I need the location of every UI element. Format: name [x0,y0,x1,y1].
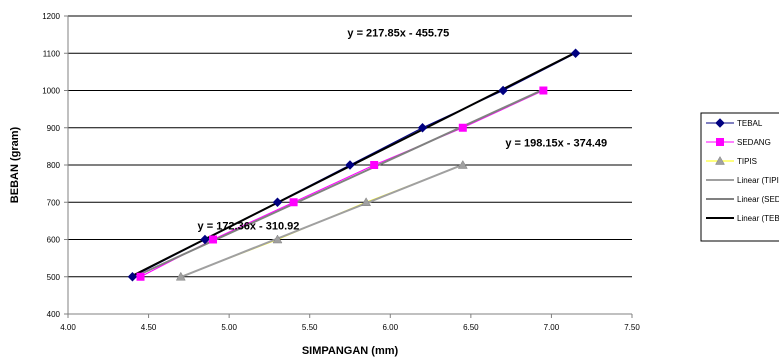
x-tick-label-4: 6.00 [382,323,398,332]
point-tipis-2 [361,197,372,206]
legend-label-4: Linear (SEDANG) [737,195,779,204]
x-tick-label-3: 5.50 [302,323,318,332]
equation-annotation-1: y = 198.15x - 374.49 [505,137,607,149]
x-tick-label-0: 4.00 [60,323,76,332]
y-tick-label-1: 500 [47,273,61,282]
trendline-1 [132,88,544,279]
series-line-sedang [140,90,544,278]
legend-label-2: TIPIS [737,157,757,166]
legend-marker-2 [715,155,725,165]
legend-box [700,112,779,242]
trendline-0 [180,163,464,278]
point-tebal-3 [345,160,355,170]
legend-label-0: TEBAL [737,119,763,128]
y-tick-label-0: 400 [47,310,61,319]
y-tick-label-5: 900 [47,124,61,133]
x-tick-label-2: 5.00 [221,323,237,332]
point-tipis-1 [272,234,283,244]
point-tipis-0 [175,271,186,281]
point-tipis-3 [457,159,468,169]
x-tick-label-6: 7.00 [544,323,560,332]
x-tick-label-1: 4.50 [141,323,157,332]
trendline-2 [132,51,577,277]
y-tick-label-2: 600 [47,236,61,245]
point-sedang-5 [539,86,548,95]
y-axis-label: BEBAN (gram) [9,126,21,203]
point-sedang-0 [136,272,145,281]
legend-label-3: Linear (TIPIS) [737,176,779,185]
point-sedang-4 [458,123,467,132]
equation-annotation-0: y = 217.85x - 455.75 [347,27,449,39]
y-tick-label-3: 700 [47,198,61,207]
y-tick-label-4: 800 [47,161,61,170]
legend-label-5: Linear (TEBAL) [737,214,779,223]
legend-marker-1 [716,138,724,146]
x-tick-label-7: 7.50 [624,323,640,332]
point-sedang-3 [370,161,379,169]
point-tebal-0 [127,272,138,282]
y-tick-label-7: 1100 [43,49,61,58]
y-tick-label-6: 1000 [42,87,60,96]
point-sedang-2 [289,198,298,207]
x-tick-label-5: 6.50 [463,323,479,332]
point-tebal-6 [570,48,581,58]
equation-annotation-2: y = 172.36x - 310.92 [198,220,300,232]
legend-label-1: SEDANG [737,138,771,147]
y-tick-label-8: 1200 [42,12,60,21]
point-sedang-1 [209,235,218,244]
point-tebal-5 [498,85,508,96]
legend-marker-0 [715,118,725,128]
point-tebal-1 [200,234,210,245]
point-tebal-2 [272,197,283,207]
point-tebal-4 [417,123,428,133]
x-axis-label: SIMPANGAN (mm) [302,345,399,357]
